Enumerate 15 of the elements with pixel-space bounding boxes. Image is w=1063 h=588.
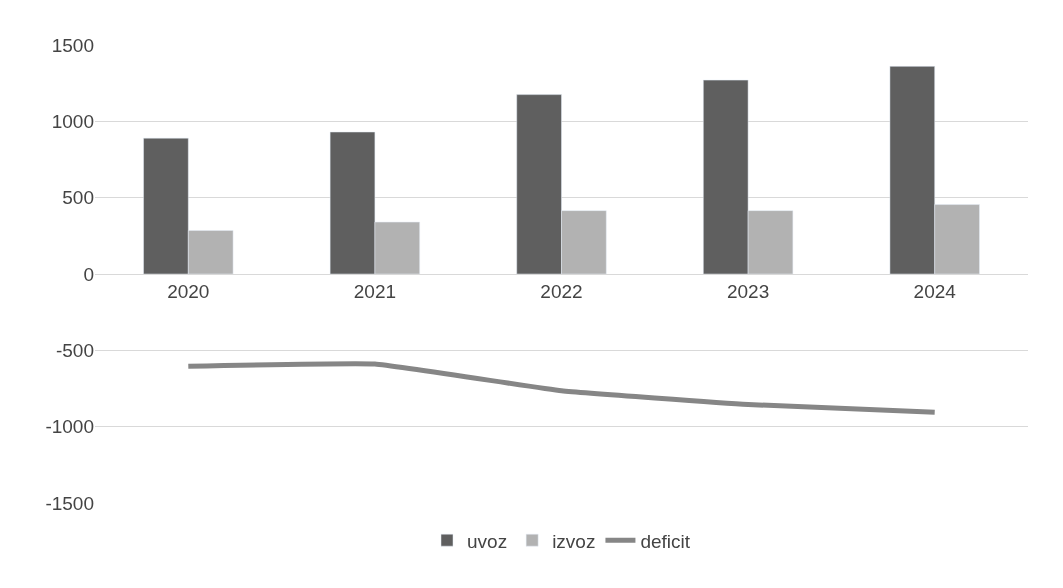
y-tick-label: 1000 — [51, 110, 94, 132]
y-tick-label: 0 — [83, 263, 94, 285]
y-tick-label: 1500 — [51, 34, 94, 56]
x-tick-label: 2023 — [726, 280, 770, 302]
legend-label: izvoz — [552, 530, 596, 552]
legend-label: uvoz — [467, 530, 508, 552]
y-tick-label: -1000 — [45, 416, 94, 438]
x-tick-label: 2021 — [353, 280, 397, 302]
y-tick-label: -1500 — [45, 492, 94, 514]
legend-label: deficit — [640, 530, 691, 552]
y-tick-label: 500 — [62, 187, 94, 209]
x-tick-label: 2020 — [167, 280, 210, 302]
y-tick-label: -500 — [55, 339, 94, 361]
x-tick-label: 2024 — [913, 280, 957, 302]
x-tick-label: 2022 — [540, 280, 583, 302]
